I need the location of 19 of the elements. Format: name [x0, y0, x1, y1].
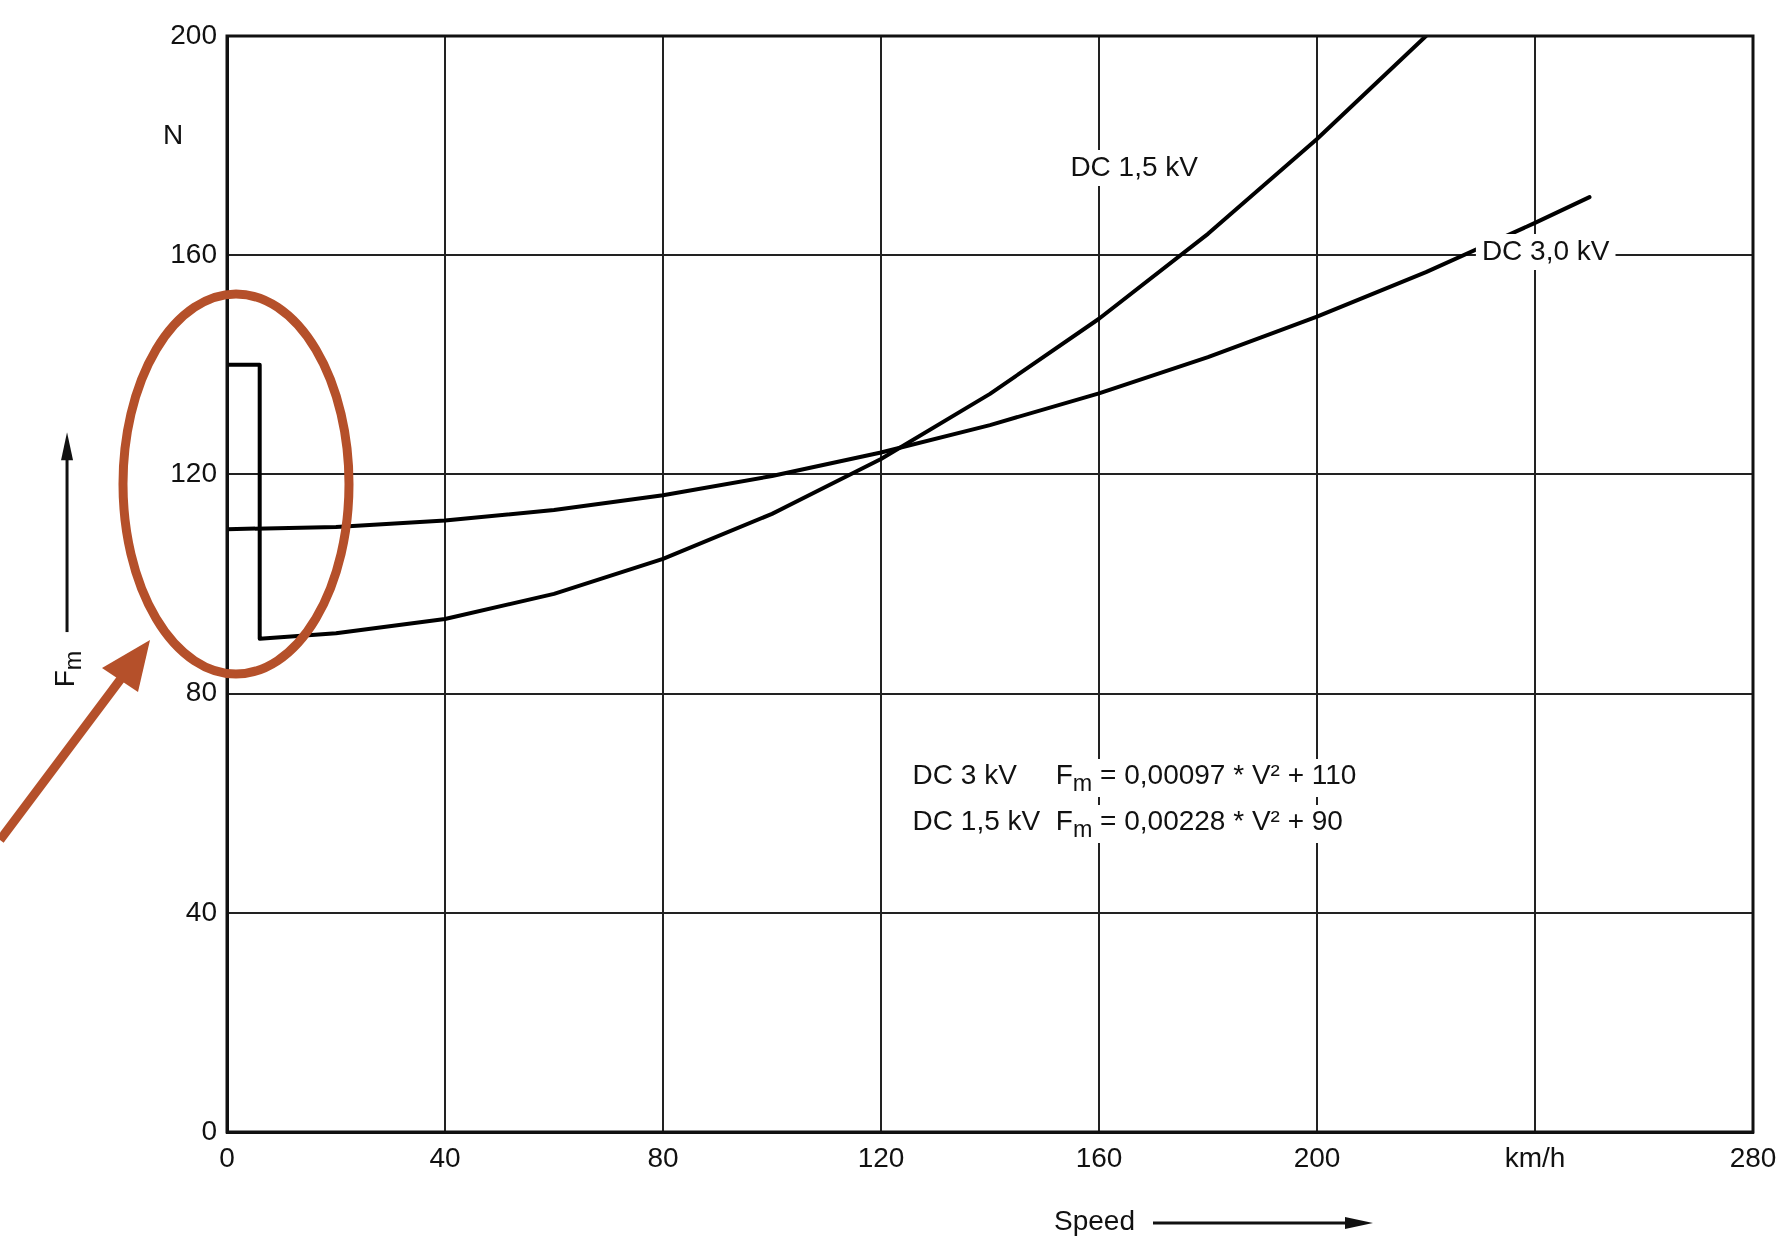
- y-tick-label: 160: [170, 237, 217, 269]
- annotation: DC 3 kV F$_{m}$ = 0,00097 * V² + 110: [906, 759, 1363, 798]
- x-tick-label: 200: [1293, 1141, 1341, 1173]
- x-tick-label: km/h: [1504, 1141, 1566, 1173]
- y-tick-label: 120: [170, 457, 217, 489]
- x-axis-title: Speed: [1054, 1205, 1135, 1236]
- y-tick-label: 0: [201, 1114, 217, 1146]
- x-tick-label: 160: [1075, 1141, 1123, 1173]
- series-label: DC 3,0 kV: [1481, 234, 1610, 266]
- y-tick-label: 80: [185, 676, 217, 708]
- y-tick-label: 200: [170, 18, 217, 50]
- series-label: DC 1,5 kV: [1070, 150, 1199, 182]
- x-tick-label: 80: [647, 1141, 679, 1173]
- annotation: DC 1,5 kV F$_{m}$ = 0,00228 * V² + 90: [906, 805, 1349, 844]
- x-tick-label: 280: [1729, 1141, 1777, 1173]
- x-tick-label: 40: [429, 1141, 461, 1173]
- y-tick-label: 40: [185, 895, 217, 927]
- x-tick-label: 120: [857, 1141, 905, 1173]
- text: N: [163, 118, 184, 150]
